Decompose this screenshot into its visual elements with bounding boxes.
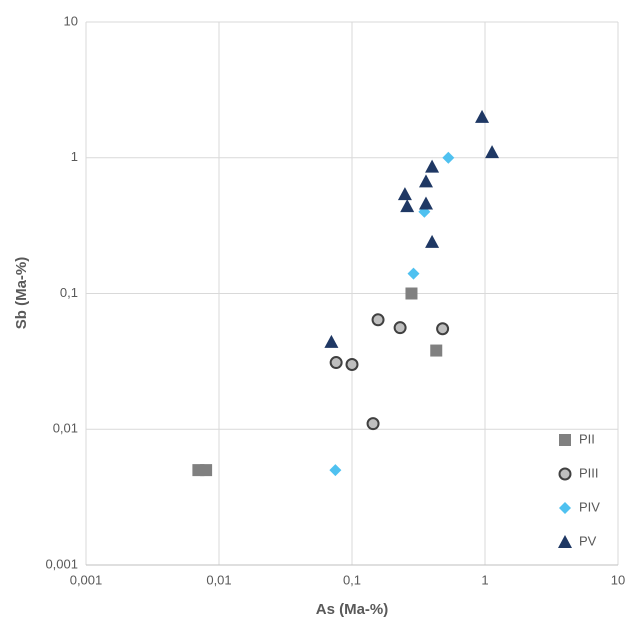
y-tick-label: 0,001 — [45, 556, 78, 571]
marker-triangle — [425, 234, 440, 248]
y-tick-label: 10 — [64, 13, 78, 28]
marker-triangle — [397, 187, 412, 201]
marker-triangle — [418, 196, 433, 210]
marker-triangle — [400, 199, 415, 213]
legend-label: PV — [579, 533, 597, 548]
marker-circle — [366, 417, 380, 431]
x-tick-label: 0,01 — [206, 572, 231, 587]
marker-circle — [329, 356, 343, 370]
legend-label: PIV — [579, 499, 600, 514]
marker-circle — [393, 321, 407, 335]
marker-triangle — [418, 174, 433, 188]
marker-circle — [371, 313, 385, 327]
marker-triangle — [425, 159, 440, 173]
marker-triangle — [475, 109, 490, 123]
x-tick-label: 1 — [481, 572, 488, 587]
y-tick-label: 1 — [71, 149, 78, 164]
marker-square — [200, 464, 213, 477]
x-tick-label: 10 — [611, 572, 625, 587]
marker-triangle — [485, 145, 500, 159]
x-axis-title: As (Ma-%) — [316, 601, 389, 618]
marker-diamond — [329, 464, 342, 477]
y-axis-title: Sb (Ma-%) — [13, 257, 30, 330]
y-tick-label: 0,1 — [60, 285, 78, 300]
marker-square — [405, 287, 418, 300]
marker-diamond — [442, 151, 455, 164]
marker-square — [430, 344, 443, 357]
marker-square — [559, 434, 571, 446]
legend-label: PIII — [579, 465, 599, 480]
marker-circle — [436, 322, 450, 336]
marker-diamond — [407, 267, 420, 280]
x-tick-label: 0,1 — [343, 572, 361, 587]
marker-triangle — [324, 334, 339, 348]
y-tick-label: 0,01 — [53, 421, 78, 436]
marker-diamond — [559, 502, 571, 514]
marker-circle — [558, 467, 572, 481]
legend-label: PII — [579, 431, 595, 446]
x-tick-label: 0,001 — [70, 572, 103, 587]
marker-triangle — [558, 535, 572, 548]
marker-circle — [345, 357, 359, 371]
